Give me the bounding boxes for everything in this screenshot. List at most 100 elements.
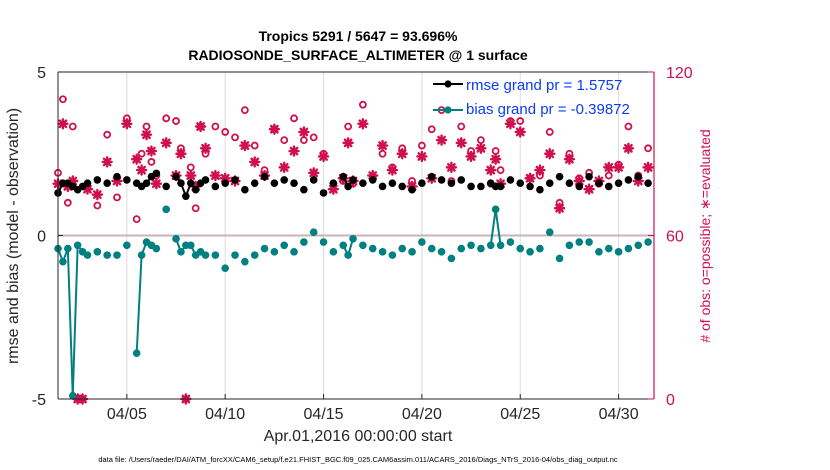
obs-possible-point (142, 122, 151, 131)
bias-point (398, 244, 407, 253)
rmse-point (231, 176, 239, 184)
obs-evaluated-point (185, 169, 197, 182)
obs-evaluated-point (317, 150, 330, 163)
rmse-point (221, 179, 229, 187)
obs-evaluated-point (416, 150, 428, 163)
rmse-point (418, 179, 426, 187)
rmse-point (329, 179, 338, 187)
obs-evaluated-point (268, 123, 281, 135)
obs-evaluated-point (465, 150, 477, 163)
rmse-point (457, 176, 466, 184)
obs-evaluated-point (140, 128, 153, 141)
rmse-point (182, 192, 190, 201)
bias-point (172, 234, 180, 243)
obs-possible-point (280, 136, 289, 145)
rmse-point (604, 182, 613, 191)
obs-possible-point (113, 193, 121, 202)
rmse-point (467, 182, 475, 191)
obs-possible-point (186, 163, 195, 172)
obs-evaluated-point (342, 137, 354, 149)
legend-label-bias: bias grand pr = -0.39872 (466, 101, 630, 118)
series-layer (52, 95, 654, 405)
bias-point (280, 241, 289, 250)
bias-point (477, 244, 485, 253)
rmse-point (211, 182, 220, 191)
bias-point (644, 238, 652, 246)
obs-evaluated-point (534, 164, 546, 176)
y-right-tick-label: 120 (666, 65, 693, 82)
bias-point (378, 248, 387, 256)
obs-possible-point (231, 133, 239, 142)
obs-possible-point (250, 141, 259, 150)
chart-subtitle: RADIOSONDE_SURFACE_ALTIMETER @ 1 surface (188, 47, 528, 63)
x-tick-label: 04/25 (500, 406, 540, 423)
obs-possible-point (624, 122, 633, 131)
bias-point (349, 234, 357, 243)
y-right-tick-label: 60 (666, 229, 684, 246)
bias-point (368, 244, 377, 253)
bias-point (113, 251, 121, 259)
bias-point (241, 257, 249, 266)
obs-evaluated-point (514, 126, 526, 138)
legend-label-rmse: rmse grand pr = 1.5757 (466, 77, 622, 94)
obs-possible-point (358, 100, 367, 109)
rmse-point (270, 179, 279, 187)
obs-possible-point (93, 201, 102, 210)
x-tick-label: 04/10 (205, 406, 245, 423)
bias-point (496, 241, 505, 250)
rmse-point (103, 179, 111, 187)
rmse-point (624, 176, 633, 184)
obs-possible-point (59, 95, 67, 104)
bias-point (319, 238, 328, 246)
bias-point (290, 248, 298, 256)
obs-possible-point (644, 144, 652, 153)
obs-possible-point (147, 158, 156, 166)
bias-point (457, 244, 466, 253)
obs-possible-point (496, 166, 505, 175)
bias-segment (71, 245, 79, 396)
obs-evaluated-point (145, 145, 158, 157)
obs-evaluated-point (445, 161, 458, 174)
rmse-point (545, 179, 554, 187)
bias-point (634, 241, 643, 250)
bias-point (186, 241, 195, 250)
bias-point (536, 244, 544, 253)
rmse-point (260, 172, 269, 181)
rmse-point (496, 182, 505, 191)
y-tick-label: 5 (37, 65, 46, 82)
bias-point (137, 251, 146, 259)
bias-point (545, 228, 554, 237)
bias-point (329, 248, 338, 256)
obs-possible-point (103, 130, 112, 139)
rmse-point (614, 179, 623, 187)
rmse-point (408, 185, 416, 194)
rmse-point (595, 179, 603, 187)
rmse-point (349, 176, 357, 184)
bias-point (152, 244, 161, 253)
obs-evaluated-point (101, 156, 113, 168)
rmse-point (427, 172, 436, 181)
legend-item-rmse: rmse grand pr = 1.5757 (433, 77, 622, 94)
y-axis-label: rmse and bias (model - observation) (5, 108, 22, 364)
bias-point (211, 251, 220, 259)
obs-evaluated-point (603, 161, 615, 174)
bias-point (506, 238, 515, 246)
obs-evaluated-point (489, 153, 502, 165)
rmse-point (536, 185, 544, 194)
rmse-point (113, 172, 121, 181)
bias-point (427, 244, 436, 253)
bias-point (388, 251, 397, 259)
bias-point (300, 238, 308, 246)
obs-possible-point (457, 122, 466, 131)
rmse-point (250, 179, 259, 187)
rmse-point (526, 182, 534, 191)
rmse-point (575, 182, 584, 191)
y-tick-label: -5 (32, 392, 46, 409)
obs-possible-point (477, 136, 485, 145)
rmse-point (555, 172, 564, 181)
rmse-point (378, 182, 387, 191)
obs-evaluated-point (57, 118, 69, 130)
rmse-point (309, 176, 318, 184)
obs-evaluated-point (357, 118, 369, 130)
rmse-point (585, 172, 593, 181)
